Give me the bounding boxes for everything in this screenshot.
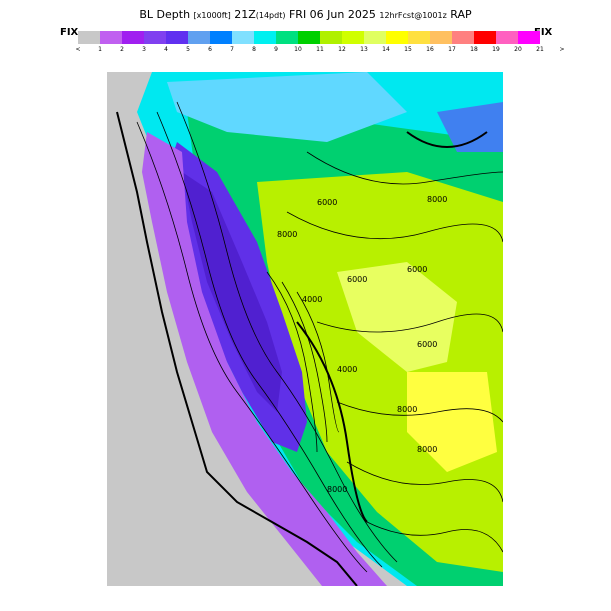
color-tick-label: 3 [142, 46, 146, 53]
title-model: RAP [450, 8, 472, 21]
color-tick-label: 5 [186, 46, 190, 53]
color-tick-label: 18 [470, 46, 478, 53]
title-pdt: (14pdt) [255, 11, 286, 20]
color-swatch [276, 31, 298, 44]
color-scale-bar [78, 31, 540, 44]
yellow-pocket-1 [337, 262, 457, 372]
north-cyan-blob [167, 72, 407, 142]
color-tick-label: 4 [164, 46, 168, 53]
legend-fix-right: FIX [534, 27, 553, 38]
contour-label: 8000 [417, 445, 437, 454]
major-contours [296, 131, 488, 523]
color-tick-label: 8 [252, 46, 256, 53]
contour-label: 6000 [317, 198, 337, 207]
chart-title: BL Depth [x1000ft] 21Z(14pdt) FRI 06 Jun… [0, 8, 611, 21]
color-tick-label: 13 [360, 46, 368, 53]
title-main: BL Depth [139, 8, 191, 21]
northeast-blue-blob [437, 102, 503, 152]
contour-label: 8000 [397, 405, 417, 414]
color-tick-label: 1 [98, 46, 102, 53]
color-tick-label: 17 [448, 46, 456, 53]
coastline [116, 111, 358, 586]
color-tick-label: 21 [536, 46, 544, 53]
contour-label: 4000 [337, 365, 357, 374]
color-swatch [518, 31, 540, 44]
coastal-purple-band [142, 132, 387, 586]
contour-label: 8000 [277, 230, 297, 239]
color-swatch [232, 31, 254, 44]
contour-lines [136, 101, 503, 573]
color-tick-label: 16 [426, 46, 434, 53]
color-tick-label: 19 [492, 46, 500, 53]
color-tick-label: 12 [338, 46, 346, 53]
color-swatch [254, 31, 276, 44]
contour-label-group: 6000 8000 8000 6000 6000 4000 6000 4000 8000 8000… [277, 195, 447, 494]
color-swatch [298, 31, 320, 44]
color-tick-label: 6 [208, 46, 212, 53]
color-tick-label: 10 [294, 46, 302, 53]
color-tick-label: > [559, 46, 565, 53]
contour-label: 6000 [347, 275, 367, 284]
color-tick-label: < [75, 46, 81, 53]
title-time: 21Z [234, 8, 256, 21]
color-swatch [166, 31, 188, 44]
color-swatch [408, 31, 430, 44]
contour-label: 8000 [427, 195, 447, 204]
color-swatch [188, 31, 210, 44]
legend-fix-left: FIX [60, 27, 79, 38]
title-fcst: 12hrFcst@1001z [379, 11, 447, 20]
color-swatch [386, 31, 408, 44]
yellowgreen-field [257, 172, 503, 572]
title-date: FRI 06 Jun 2025 [288, 8, 376, 21]
color-swatch [122, 31, 144, 44]
color-swatch [496, 31, 518, 44]
color-tick-label: 20 [514, 46, 522, 53]
contour-label: 4000 [302, 295, 322, 304]
contour-label: 6000 [407, 265, 427, 274]
color-swatch [320, 31, 342, 44]
color-swatch [364, 31, 386, 44]
yellow-pocket-2 [407, 372, 497, 472]
color-swatch [430, 31, 452, 44]
central-valley-core [182, 172, 282, 412]
color-swatch [144, 31, 166, 44]
color-swatch [342, 31, 364, 44]
color-swatch [452, 31, 474, 44]
bl-depth-map: 6000 8000 8000 6000 6000 4000 6000 4000 8000 8000… [107, 72, 503, 586]
color-tick-label: 15 [404, 46, 412, 53]
contour-label: 6000 [417, 340, 437, 349]
color-tick-label: 11 [316, 46, 324, 53]
color-swatch [210, 31, 232, 44]
color-tick-label: 7 [230, 46, 234, 53]
color-tick-label: 14 [382, 46, 390, 53]
color-tick-label: 2 [120, 46, 124, 53]
contour-label: 8000 [327, 485, 347, 494]
title-units: [x1000ft] [193, 11, 231, 20]
color-tick-label: 9 [274, 46, 278, 53]
color-swatch [474, 31, 496, 44]
color-swatch [78, 31, 100, 44]
color-swatch [100, 31, 122, 44]
